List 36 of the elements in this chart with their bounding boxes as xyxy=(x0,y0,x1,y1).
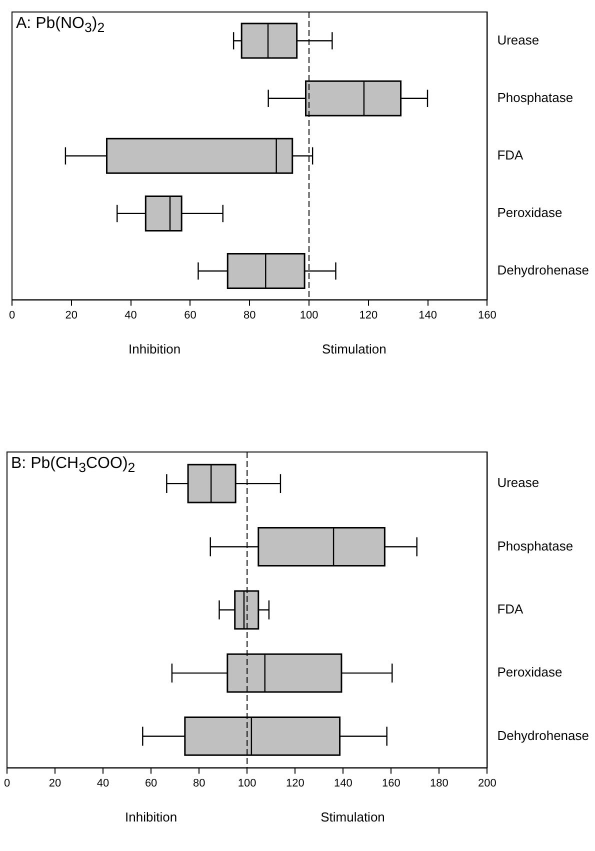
y-tick-label: Urease xyxy=(497,32,540,48)
x-tick-label: 0 xyxy=(4,777,10,790)
x-tick-label: 180 xyxy=(430,777,448,790)
y-tick-label: Dehydrohenase xyxy=(497,262,590,278)
chart-title: B: Pb(CH$_{3}$COO)$_{2}$ xyxy=(11,455,136,476)
text: Inhibition xyxy=(125,809,178,824)
y-tick-label: Peroxidase xyxy=(497,205,562,220)
x-tick-label: 0 xyxy=(8,309,16,322)
text: Stimulation xyxy=(320,809,385,824)
x-tick-label: 60 xyxy=(184,309,196,322)
y-tick-label: Urease xyxy=(497,475,540,490)
y-tick-label: FDA xyxy=(497,601,524,616)
x-tick-label: 60 xyxy=(144,777,158,790)
x-tick-label: 140 xyxy=(418,309,437,322)
x-tick-label: 20 xyxy=(65,309,78,322)
y-tick-label: Peroxidase xyxy=(497,664,562,680)
x-tick-label: 100 xyxy=(300,309,318,322)
x-tick-label: 120 xyxy=(286,777,304,790)
x-tick-label: 80 xyxy=(243,309,256,322)
chart-title: A: Pb(NO$_{3}$)$_{2}$ xyxy=(16,15,105,36)
y-tick-label: Phosphatase xyxy=(497,90,574,105)
x-tick-label: 200 xyxy=(478,777,496,790)
text: Stimulation xyxy=(322,341,386,356)
x-tick-label: 140 xyxy=(334,777,352,790)
x-tick-label: 40 xyxy=(124,309,137,322)
x-tick-label: 120 xyxy=(359,309,378,322)
x-tick-label: 80 xyxy=(192,777,206,790)
x-tick-label: 160 xyxy=(478,309,496,322)
x-tick-label: 100 xyxy=(238,777,256,790)
y-tick-label: Phosphatase xyxy=(497,538,574,554)
x-tick-label: 160 xyxy=(382,777,400,790)
text: Inhibition xyxy=(128,341,181,356)
y-tick-label: FDA xyxy=(497,147,524,162)
x-tick-label: 40 xyxy=(96,777,110,790)
x-tick-label: 20 xyxy=(48,777,62,790)
y-tick-label: Dehydrohenase xyxy=(497,728,590,743)
